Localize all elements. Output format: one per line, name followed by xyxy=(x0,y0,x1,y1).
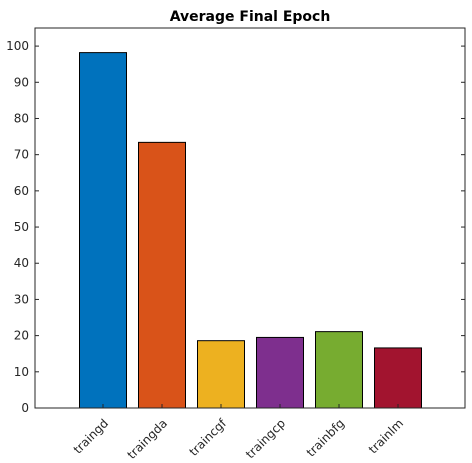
bars-group xyxy=(79,52,422,409)
bar-traingda xyxy=(138,141,186,409)
y-tick-label: 40 xyxy=(14,256,29,270)
bar-traingd xyxy=(79,52,127,409)
bar-trainbfg xyxy=(315,331,363,409)
y-tick-label: 90 xyxy=(14,75,29,89)
bar-traincgf xyxy=(197,340,245,409)
plot-box xyxy=(34,27,466,409)
bar-trainlm xyxy=(374,347,422,409)
bar-traingcp xyxy=(256,336,304,409)
y-tick-label: 100 xyxy=(6,39,29,53)
y-tick-label: 20 xyxy=(14,329,29,343)
y-axis-ticks: 0 10 20 30 40 50 60 70 80 90 100 xyxy=(6,39,465,415)
y-tick-label: 0 xyxy=(21,401,29,415)
chart-title: Average Final Epoch xyxy=(170,9,331,25)
y-tick-label: 50 xyxy=(14,220,29,234)
y-tick-label: 10 xyxy=(14,365,29,379)
y-tick-label: 60 xyxy=(14,184,29,198)
y-tick-label: 80 xyxy=(14,111,29,125)
y-tick-label: 70 xyxy=(14,148,29,162)
y-tick-label: 30 xyxy=(14,292,29,306)
